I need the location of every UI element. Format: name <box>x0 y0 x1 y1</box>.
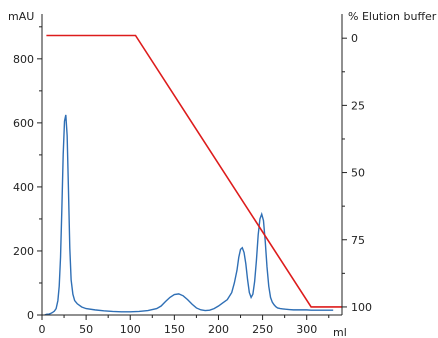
ticks: 0 50 100 150 200 250 300 0 200 400 600 800 0 25 50 75 10… <box>13 26 372 336</box>
x-tick-label: 100 <box>120 323 141 336</box>
y2-tick-label: 75 <box>351 234 365 247</box>
y2-axis-label: % Elution buffer <box>348 10 437 23</box>
y2-tick-label: 25 <box>351 99 365 112</box>
y-tick-label: 800 <box>13 53 34 66</box>
y-tick-label: 600 <box>13 117 34 130</box>
x-axis-label: ml <box>333 326 347 338</box>
x-tick-label: 50 <box>79 323 93 336</box>
y-tick-label: 0 <box>27 309 34 322</box>
absorbance-trace-line <box>44 114 334 316</box>
y2-tick-label: 50 <box>351 167 365 180</box>
elution-gradient-line <box>46 34 342 308</box>
x-tick-label: 150 <box>164 323 185 336</box>
x-tick-label: 200 <box>208 323 229 336</box>
y-tick-label: 200 <box>13 245 34 258</box>
x-tick-label: 300 <box>296 323 317 336</box>
y-axis-label: mAU <box>8 10 34 23</box>
x-tick-label: 0 <box>39 323 46 336</box>
y2-tick-label: 0 <box>351 32 358 45</box>
plot-area <box>44 34 342 316</box>
axes <box>41 14 343 316</box>
y-tick-label: 400 <box>13 181 34 194</box>
x-tick-label: 250 <box>252 323 273 336</box>
y2-tick-label: 100 <box>351 301 372 314</box>
